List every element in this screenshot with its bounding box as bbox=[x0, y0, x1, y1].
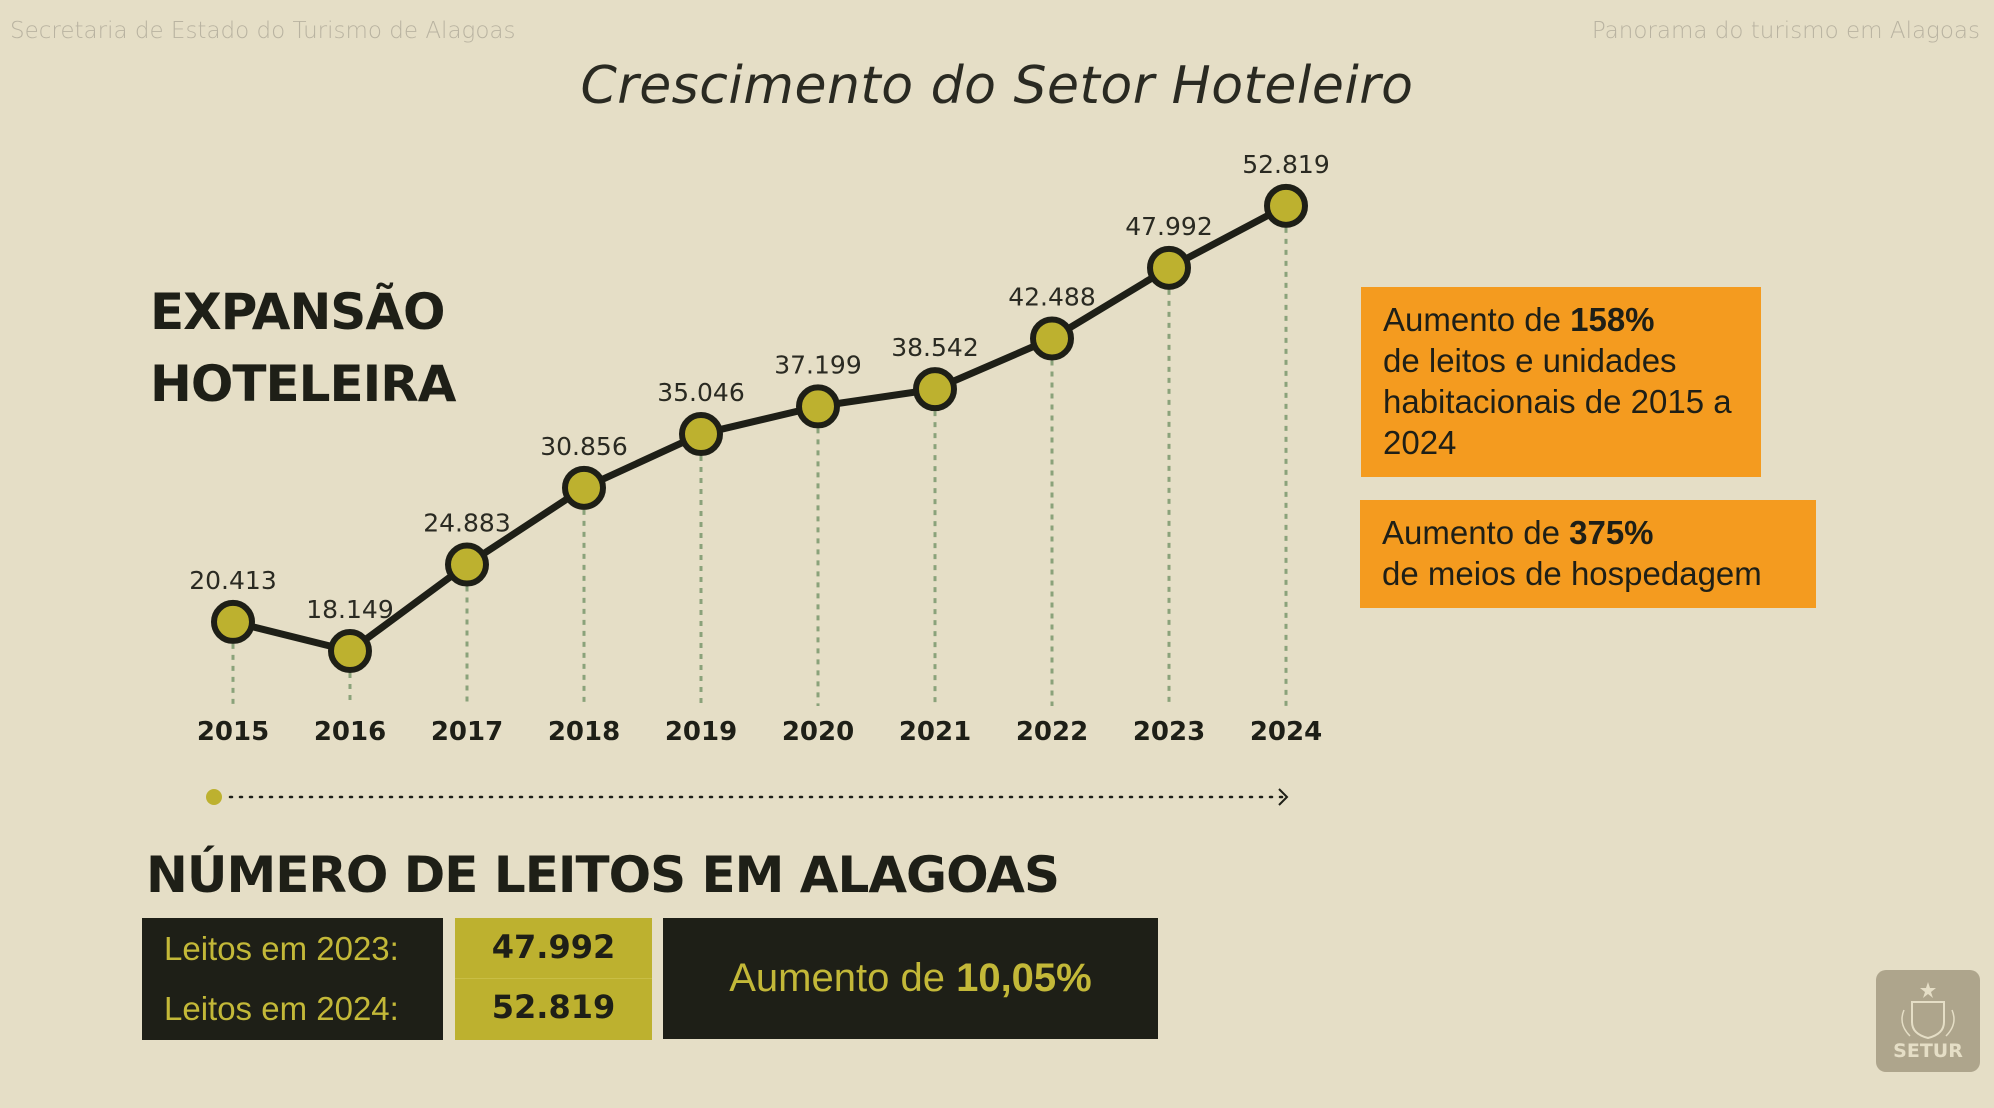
callout-prefix: Aumento de bbox=[1383, 301, 1571, 338]
data-label: 37.199 bbox=[774, 350, 861, 379]
section-heading: EXPANSÃO HOTELEIRA bbox=[150, 276, 456, 420]
callout-text: de leitos e unidades habitacionais de 20… bbox=[1383, 342, 1732, 461]
x-tick-label: 2024 bbox=[1250, 717, 1322, 747]
data-label: 47.992 bbox=[1125, 212, 1212, 241]
data-point bbox=[796, 384, 840, 429]
header-right: Panorama do turismo em Alagoas bbox=[1591, 18, 1980, 44]
x-tick-label: 2018 bbox=[548, 717, 620, 747]
beds-value-2023: 47.992 bbox=[491, 928, 616, 966]
data-label: 30.856 bbox=[540, 432, 627, 461]
x-tick-label: 2017 bbox=[431, 717, 503, 747]
data-label: 20.413 bbox=[189, 566, 276, 595]
coat-of-arms-icon bbox=[1901, 982, 1955, 1040]
data-label: 42.488 bbox=[1008, 282, 1095, 311]
logo-text: SETUR bbox=[1893, 1040, 1963, 1062]
callout-prefix: Aumento de bbox=[1382, 514, 1570, 551]
page-title: Crescimento do Setor Hoteleiro bbox=[580, 56, 1414, 116]
header-left: Secretaria de Estado do Turismo de Alago… bbox=[10, 18, 516, 44]
timeline-start-dot bbox=[206, 789, 222, 805]
x-tick-label: 2021 bbox=[899, 717, 971, 747]
x-tick-label: 2023 bbox=[1133, 717, 1205, 747]
data-point bbox=[1264, 183, 1308, 228]
x-tick-label: 2016 bbox=[314, 717, 386, 747]
beds-increase-box: Aumento de 10,05% bbox=[663, 918, 1158, 1039]
callout-value: 375% bbox=[1569, 514, 1654, 551]
data-point bbox=[328, 629, 372, 673]
callout-375: Aumento de 375% de meios de hospedagem bbox=[1360, 500, 1816, 608]
series-line bbox=[232, 202, 1288, 655]
callout-text: de meios de hospedagem bbox=[1382, 555, 1762, 592]
callout-value: 158% bbox=[1570, 301, 1655, 338]
data-label: 35.046 bbox=[657, 378, 744, 407]
beds-label-2024: Leitos em 2024: bbox=[164, 990, 399, 1027]
x-tick-label: 2020 bbox=[782, 717, 854, 747]
data-point bbox=[445, 542, 489, 587]
x-tick-label: 2022 bbox=[1016, 717, 1088, 747]
data-point bbox=[211, 599, 255, 644]
data-point bbox=[1147, 245, 1191, 290]
increase-prefix: Aumento de bbox=[729, 956, 957, 1000]
increase-value: 10,05% bbox=[956, 956, 1092, 1000]
data-label: 24.883 bbox=[423, 509, 510, 538]
timeline-arrow-icon bbox=[1278, 788, 1289, 806]
data-label: 52.819 bbox=[1242, 150, 1329, 179]
section-heading-line1: EXPANSÃO bbox=[150, 283, 446, 341]
x-tick-label: 2015 bbox=[197, 717, 269, 747]
x-tick-label: 2019 bbox=[665, 717, 737, 747]
callout-158: Aumento de 158% de leitos e unidades hab… bbox=[1361, 287, 1761, 477]
setur-logo: SETUR bbox=[1876, 970, 1980, 1072]
beds-labels-box: Leitos em 2023: Leitos em 2024: bbox=[142, 918, 443, 1040]
beds-value-2024: 52.819 bbox=[491, 988, 616, 1026]
beds-label-2023: Leitos em 2023: bbox=[164, 930, 399, 967]
section-heading-line2: HOTELEIRA bbox=[150, 355, 456, 413]
data-point bbox=[562, 465, 606, 510]
data-point bbox=[679, 412, 723, 457]
data-point bbox=[913, 367, 957, 412]
data-point bbox=[1030, 316, 1074, 361]
beds-heading: NÚMERO DE LEITOS EM ALAGOAS bbox=[146, 846, 1060, 904]
data-label: 38.542 bbox=[891, 333, 978, 362]
data-label: 18.149 bbox=[306, 595, 393, 624]
beds-values-box: 47.992 52.819 bbox=[455, 918, 652, 1040]
